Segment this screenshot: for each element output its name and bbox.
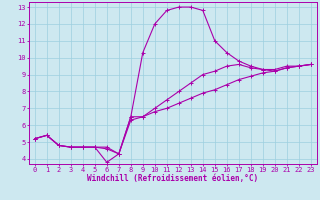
X-axis label: Windchill (Refroidissement éolien,°C): Windchill (Refroidissement éolien,°C) <box>87 174 258 183</box>
